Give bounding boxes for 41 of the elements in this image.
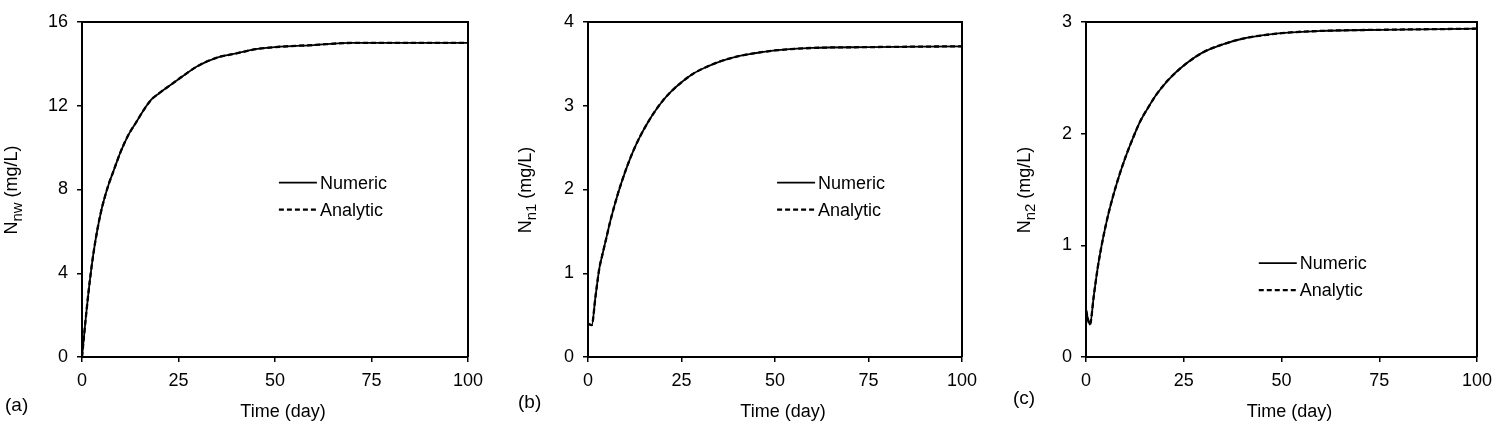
text: (a) [5, 394, 29, 416]
y-tick-label: 16 [47, 10, 68, 31]
x-tick-label: 100 [452, 369, 484, 390]
x-tick-label: 0 [582, 369, 594, 390]
y-tick-label: 3 [563, 94, 574, 115]
y-tick-label: 0 [563, 345, 574, 366]
legend-label: Numeric [818, 172, 886, 193]
x-axis-title: Time (day) [240, 400, 326, 422]
y-tick-label: 4 [563, 10, 574, 31]
x-tick-label: 75 [1369, 369, 1390, 390]
x-tick-label: 75 [361, 369, 382, 390]
y-tick-label: 2 [1061, 122, 1072, 143]
x-tick-label: 100 [946, 369, 978, 390]
x-tick-label: 0 [76, 369, 88, 390]
y-tick-label: 1 [1061, 234, 1072, 255]
x-tick-label: 50 [264, 369, 286, 390]
x-tick-label: 50 [764, 369, 786, 390]
y-tick-label: 4 [57, 262, 68, 283]
legend-label: Analytic [1299, 280, 1363, 301]
legend-label: Analytic [319, 199, 383, 220]
legend-label: Numeric [1299, 253, 1367, 274]
y-tick-label: 2 [563, 178, 574, 199]
text: (b) [518, 391, 542, 413]
x-tick-label: 25 [168, 369, 189, 390]
x-tick-label: 75 [858, 369, 879, 390]
legend-label: Numeric [319, 172, 387, 193]
y-tick-label: 0 [57, 345, 68, 366]
x-tick-label: 25 [671, 369, 692, 390]
x-axis-title: Time (day) [1246, 400, 1333, 422]
y-tick-label: 0 [1061, 345, 1072, 366]
x-tick-label: 0 [1080, 369, 1092, 390]
y-tick-label: 3 [1061, 10, 1072, 31]
y-tick-label: 1 [563, 262, 574, 283]
text: (c) [1013, 387, 1036, 409]
y-tick-label: 8 [57, 178, 68, 199]
legend-label: Analytic [818, 199, 882, 220]
y-tick-label: 12 [47, 94, 68, 115]
x-axis-title: Time (day) [740, 400, 826, 422]
x-tick-label: 100 [1461, 369, 1493, 390]
x-tick-label: 50 [1271, 369, 1292, 390]
x-tick-label: 25 [1173, 369, 1194, 390]
